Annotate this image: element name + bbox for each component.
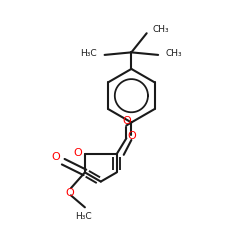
Text: O: O [127, 132, 136, 141]
Text: O: O [52, 152, 60, 162]
Text: O: O [66, 188, 74, 198]
Text: H₃C: H₃C [75, 212, 92, 221]
Text: CH₃: CH₃ [166, 49, 182, 58]
Text: O: O [74, 148, 82, 158]
Text: CH₃: CH₃ [152, 25, 169, 34]
Text: O: O [122, 116, 131, 126]
Text: H₃C: H₃C [80, 49, 97, 58]
